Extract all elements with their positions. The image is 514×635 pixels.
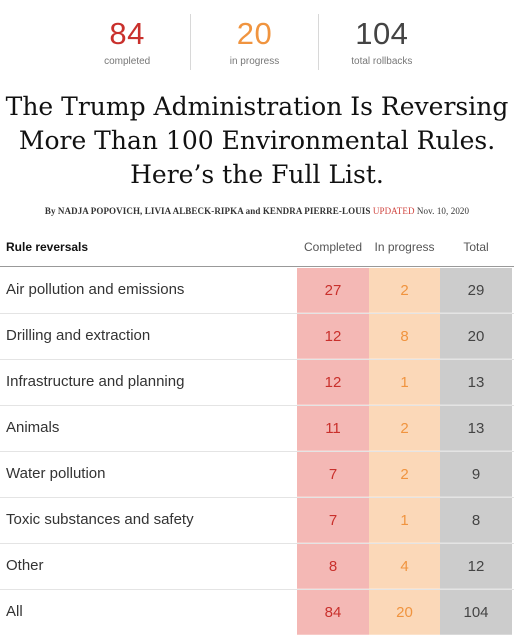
row-category: Animals: [6, 419, 60, 436]
table-row[interactable]: Drilling and extraction 12 8 20: [0, 314, 514, 360]
header-in-progress: In progress: [374, 240, 435, 254]
page-title: The Trump Administration Is Reversing Mo…: [0, 90, 514, 192]
row-in-progress: 2: [369, 268, 440, 313]
stat-total-value: 104: [355, 16, 409, 51]
row-completed: 12: [297, 360, 369, 405]
row-in-progress: 4: [369, 544, 440, 589]
title-line-3: Here’s the Full List.: [130, 160, 384, 189]
row-total: 20: [440, 314, 512, 359]
title-line-1: The Trump Administration Is Reversing: [5, 92, 509, 121]
title-line-2: More Than 100 Environmental Rules.: [18, 126, 496, 155]
table-header: Rule reversals Completed In progress Tot…: [0, 232, 514, 267]
row-completed: 12: [297, 314, 369, 359]
byline: By NADJA POPOVICH, LIVIA ALBECK-RIPKA an…: [0, 206, 514, 216]
table-body: Air pollution and emissions 27 2 29 Dril…: [0, 268, 514, 635]
row-completed: 7: [297, 498, 369, 543]
row-category: Drilling and extraction: [6, 327, 151, 344]
summary-stats: 84 completed 20 in progress 104 total ro…: [64, 14, 445, 70]
header-total: Total: [463, 240, 489, 254]
header-rule-reversals: Rule reversals: [6, 240, 89, 254]
row-total: 12: [440, 544, 512, 589]
row-completed: 27: [297, 268, 369, 313]
row-in-progress: 2: [369, 406, 440, 451]
row-category: Air pollution and emissions: [6, 281, 185, 298]
row-total: 29: [440, 268, 512, 313]
row-in-progress: 1: [369, 360, 440, 405]
row-total: 8: [440, 498, 512, 543]
table-row[interactable]: Air pollution and emissions 27 2 29: [0, 268, 514, 314]
row-in-progress: 8: [369, 314, 440, 359]
row-category: Other: [6, 557, 44, 574]
updated-date: Nov. 10, 2020: [416, 206, 470, 216]
row-total: 13: [440, 406, 512, 451]
row-completed: 84: [297, 590, 369, 635]
row-completed: 11: [297, 406, 369, 451]
header-completed: Completed: [303, 240, 363, 254]
stat-in-progress-value: 20: [236, 16, 273, 51]
updated-label: UPDATED: [372, 206, 415, 216]
row-category: All: [6, 603, 23, 620]
stat-total: 104 total rollbacks: [317, 14, 445, 70]
table-row[interactable]: Infrastructure and planning 12 1 13: [0, 360, 514, 406]
stat-total-label: total rollbacks: [351, 56, 413, 67]
row-in-progress: 20: [369, 590, 440, 635]
stat-completed-value: 84: [109, 16, 145, 51]
table-row-all[interactable]: All 84 20 104: [0, 590, 514, 635]
row-total: 104: [440, 590, 512, 635]
row-completed: 7: [297, 452, 369, 497]
table-row[interactable]: Animals 11 2 13: [0, 406, 514, 452]
byline-authors: By NADJA POPOVICH, LIVIA ALBECK-RIPKA an…: [44, 206, 371, 216]
row-total: 13: [440, 360, 512, 405]
stat-completed: 84 completed: [64, 14, 190, 70]
table-row[interactable]: Toxic substances and safety 7 1 8: [0, 498, 514, 544]
table-row[interactable]: Water pollution 7 2 9: [0, 452, 514, 498]
table-row[interactable]: Other 8 4 12: [0, 544, 514, 590]
row-completed: 8: [297, 544, 369, 589]
row-category: Water pollution: [6, 465, 106, 482]
row-in-progress: 2: [369, 452, 440, 497]
row-category: Infrastructure and planning: [6, 373, 185, 390]
row-in-progress: 1: [369, 498, 440, 543]
stat-in-progress-label: in progress: [229, 56, 280, 67]
stat-completed-label: completed: [104, 56, 151, 67]
stat-in-progress: 20 in progress: [190, 14, 317, 70]
row-category: Toxic substances and safety: [6, 511, 194, 528]
row-total: 9: [440, 452, 512, 497]
